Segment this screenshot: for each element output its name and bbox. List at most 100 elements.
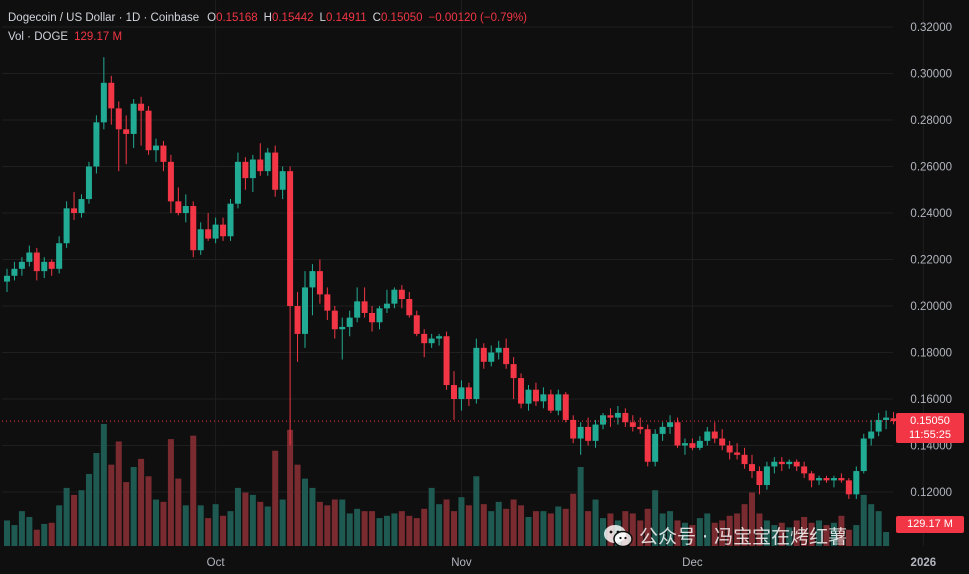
- candle-body: [406, 299, 413, 316]
- candle-body: [63, 208, 70, 244]
- candle-body: [614, 412, 621, 418]
- volume-bar: [85, 473, 92, 546]
- volume-bar: [555, 506, 562, 546]
- volume-bar: [771, 525, 778, 546]
- volume-bar: [4, 520, 10, 546]
- volume-bar: [302, 478, 308, 546]
- price-tick-label: 0.32000: [910, 22, 952, 34]
- volume-bar: [324, 505, 331, 546]
- candle-body: [197, 229, 204, 251]
- candle-body: [324, 294, 331, 311]
- candle-body: [786, 461, 793, 465]
- candle-body: [883, 417, 890, 420]
- volume-bar: [212, 504, 219, 546]
- candle-body: [592, 424, 599, 441]
- price-tick-label: 0.28000: [910, 115, 952, 127]
- candle-body: [555, 394, 562, 411]
- volume-bar: [436, 504, 443, 546]
- candle-body: [711, 431, 718, 439]
- candle-body: [838, 478, 845, 481]
- volume-bar: [696, 518, 703, 546]
- price-tick-label: 0.16000: [910, 394, 952, 406]
- candle-body: [339, 326, 346, 330]
- candle-body: [667, 422, 674, 427]
- volume-bar: [428, 487, 435, 546]
- volume-bar: [451, 511, 457, 546]
- volume-bar: [838, 515, 845, 546]
- price-axis[interactable]: 0.12000 0.14000 0.16000 0.18000 0.20000 0.220…: [910, 22, 952, 499]
- time-tick-label: 2026: [911, 557, 937, 569]
- time-tick-label: Oct: [207, 557, 226, 569]
- symbol-title[interactable]: Dogecoin / US Dollar · 1D · Coinbase: [8, 12, 200, 24]
- candle-body: [294, 306, 301, 334]
- candle-body: [696, 440, 703, 448]
- volume-bar: [257, 501, 264, 546]
- volume-bar: [860, 494, 867, 546]
- candle-body: [41, 261, 48, 272]
- candle-body: [316, 271, 323, 295]
- time-axis[interactable]: Oct Nov Dec 2026: [207, 557, 936, 569]
- volume-bar: [123, 482, 130, 546]
- candle-body: [451, 385, 457, 399]
- volume-bar: [592, 499, 599, 546]
- volume-bar: [749, 492, 755, 546]
- candle-body: [361, 301, 368, 313]
- candle-body: [85, 166, 92, 200]
- low-value: 0.14911: [325, 12, 367, 24]
- volume-bar: [667, 511, 674, 546]
- candle-body: [354, 301, 361, 318]
- volume-bar: [100, 424, 107, 546]
- candle-body: [383, 303, 390, 309]
- volume-bar: [503, 508, 510, 546]
- volume-bar: [190, 435, 197, 546]
- volume-bar: [391, 513, 398, 546]
- volume-bar: [830, 522, 837, 546]
- volume-bar: [719, 520, 726, 546]
- volume-bar: [108, 464, 115, 546]
- volume-bar: [778, 522, 785, 546]
- candle-body: [11, 268, 18, 276]
- volume-bar: [674, 520, 681, 546]
- candle-body: [115, 108, 122, 130]
- volume-bar: [287, 429, 294, 546]
- candle-body: [674, 422, 681, 446]
- candle-body: [93, 122, 100, 167]
- candle-body: [749, 464, 755, 472]
- candle-body: [391, 289, 398, 304]
- volume-bar: [689, 525, 696, 546]
- candle-body: [644, 429, 651, 462]
- time-tick-label: Nov: [451, 557, 472, 569]
- candle-body: [585, 426, 592, 441]
- candle-body: [719, 438, 726, 446]
- time-tick-label: Dec: [682, 557, 703, 569]
- candle-body: [868, 431, 875, 439]
- volume-label[interactable]: Vol · DOGE: [8, 31, 69, 43]
- volume-bar: [376, 518, 383, 546]
- candle-body: [562, 394, 569, 420]
- candle-body: [71, 208, 78, 213]
- volume-bar: [741, 504, 748, 546]
- price-candles: [4, 57, 897, 499]
- candle-body: [875, 419, 882, 432]
- volume-bar: [145, 476, 152, 546]
- candle-body: [547, 394, 554, 411]
- volume-bar: [823, 525, 830, 546]
- volume-bar: [585, 511, 592, 546]
- volume-bar: [354, 508, 361, 546]
- candle-body: [622, 412, 629, 423]
- candle-body: [689, 443, 696, 448]
- candle-body: [272, 152, 279, 190]
- candle-body: [734, 452, 741, 455]
- volume-bar: [704, 513, 711, 546]
- open-label: O: [207, 12, 217, 24]
- candle-body: [182, 206, 189, 213]
- watermark: 公众号 · 冯宝宝在烤红薯: [603, 522, 847, 549]
- candle-body: [108, 82, 115, 109]
- candle-body: [845, 480, 852, 495]
- candle-body: [778, 461, 785, 465]
- volume-bar: [383, 515, 390, 546]
- price-tick-label: 0.20000: [910, 301, 952, 313]
- volume-bar: [480, 504, 487, 546]
- volume-bar: [11, 525, 18, 546]
